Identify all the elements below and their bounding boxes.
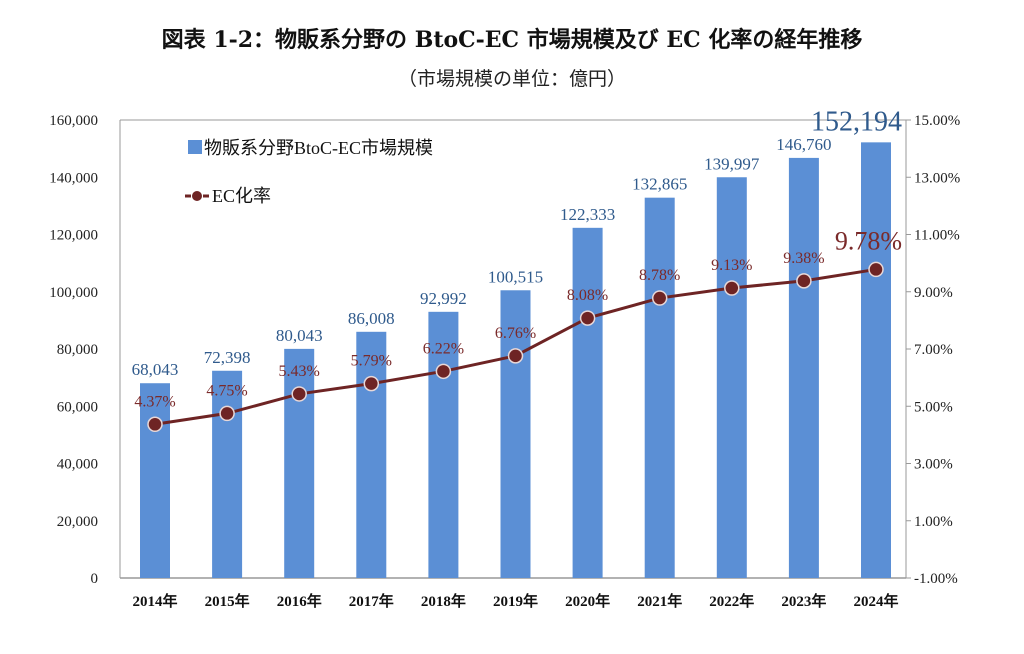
ec-rate-point — [507, 348, 524, 364]
legend-bar-swatch — [188, 140, 202, 154]
x-tick-label: 2022年 — [709, 592, 754, 610]
ec-rate-point — [147, 416, 163, 433]
x-tick-label: 2015年 — [205, 592, 250, 610]
x-tick-label: 2019年 — [493, 592, 538, 610]
ec-rate-point — [651, 290, 668, 306]
ec-rate-label: 8.08% — [567, 287, 608, 304]
bar-value-label: 72,398 — [204, 348, 251, 367]
left-tick-label: 100,000 — [49, 285, 98, 301]
x-tick-label: 2016年 — [277, 592, 322, 610]
x-tick-label: 2021年 — [637, 592, 682, 610]
bar — [356, 331, 387, 578]
chart-subtitle: （市場規模の単位：億円） — [397, 68, 626, 90]
right-tick-label: 13.00% — [914, 170, 960, 186]
left-tick-label: 20,000 — [57, 514, 98, 530]
bar-value-label: 139,997 — [704, 154, 760, 173]
left-tick-label: 120,000 — [49, 228, 98, 244]
bar — [140, 383, 170, 578]
ec-rate-label: 6.22% — [423, 340, 464, 357]
bar — [212, 370, 243, 578]
bar-value-label: 86,008 — [348, 309, 395, 328]
ec-rate-label: 9.38% — [783, 250, 824, 267]
bar-value-label: 132,865 — [632, 175, 687, 194]
right-tick-label: 7.00% — [914, 342, 953, 358]
right-tick-label: 5.00% — [914, 399, 953, 415]
ec-rate-point — [291, 386, 307, 402]
ec-rate-label: 9.13% — [711, 257, 752, 274]
ec-rate-point — [724, 280, 740, 296]
ec-rate-label: 5.43% — [279, 363, 320, 380]
ec-rate-point — [796, 273, 812, 289]
bar-value-label: 80,043 — [276, 326, 323, 345]
bar — [644, 197, 675, 578]
bar — [716, 177, 747, 578]
right-tick-label: 1.00% — [914, 514, 953, 530]
ec-rate-label: 4.75% — [206, 382, 247, 399]
bar — [788, 157, 819, 578]
bar — [284, 348, 315, 578]
legend-line-label: EC化率 — [212, 186, 271, 206]
x-tick-label: 2014年 — [132, 592, 177, 610]
bar-value-label: 92,992 — [420, 289, 467, 308]
x-tick-label: 2023年 — [781, 592, 826, 610]
left-tick-label: 0 — [91, 571, 99, 587]
right-tick-label: 15.00% — [914, 113, 960, 129]
right-tick-label: 3.00% — [914, 457, 953, 473]
ec-rate-label: 6.76% — [495, 325, 536, 342]
ec-rate-point — [435, 363, 452, 380]
ec-rate-point — [579, 310, 596, 326]
bar-value-label: 146,760 — [776, 135, 831, 154]
left-tick-label: 80,000 — [57, 342, 98, 358]
ec-rate-label: 4.37% — [134, 393, 175, 410]
left-tick-label: 160,000 — [49, 113, 98, 129]
x-tick-label: 2018年 — [421, 592, 466, 610]
ec-rate-label: 8.78% — [639, 267, 680, 284]
ec-rate-label: 9.78% — [835, 226, 902, 255]
bar-value-label: 100,515 — [488, 267, 543, 286]
right-tick-label: 9.00% — [914, 285, 953, 301]
bar — [572, 227, 603, 579]
legend-bar-label: 物販系分野BtoC-EC市場規模 — [204, 138, 433, 158]
x-tick-label: 2020年 — [565, 592, 610, 610]
ec-rate-point — [363, 375, 380, 392]
chart-title: 図表 1-2：物販系分野の BtoC-EC 市場規模及び EC 化率の経年推移 — [161, 27, 863, 53]
right-tick-label: -1.00% — [914, 571, 958, 587]
left-tick-label: 60,000 — [57, 399, 98, 415]
bar-value-label: 122,333 — [560, 205, 615, 224]
bar — [500, 290, 531, 578]
left-tick-label: 140,000 — [49, 170, 98, 186]
bar — [428, 311, 459, 578]
x-tick-label: 2017年 — [349, 592, 394, 610]
bar-value-label: 68,043 — [132, 360, 179, 379]
x-tick-label: 2024年 — [853, 592, 898, 610]
ec-rate-point — [868, 261, 884, 278]
right-tick-label: 11.00% — [914, 228, 960, 244]
left-tick-label: 40,000 — [57, 457, 98, 473]
ec-rate-point — [219, 405, 235, 422]
bar — [861, 142, 891, 579]
ec-rate-label: 5.79% — [351, 353, 392, 370]
legend-line-marker — [192, 191, 202, 201]
bar-value-label: 152,194 — [811, 106, 902, 137]
